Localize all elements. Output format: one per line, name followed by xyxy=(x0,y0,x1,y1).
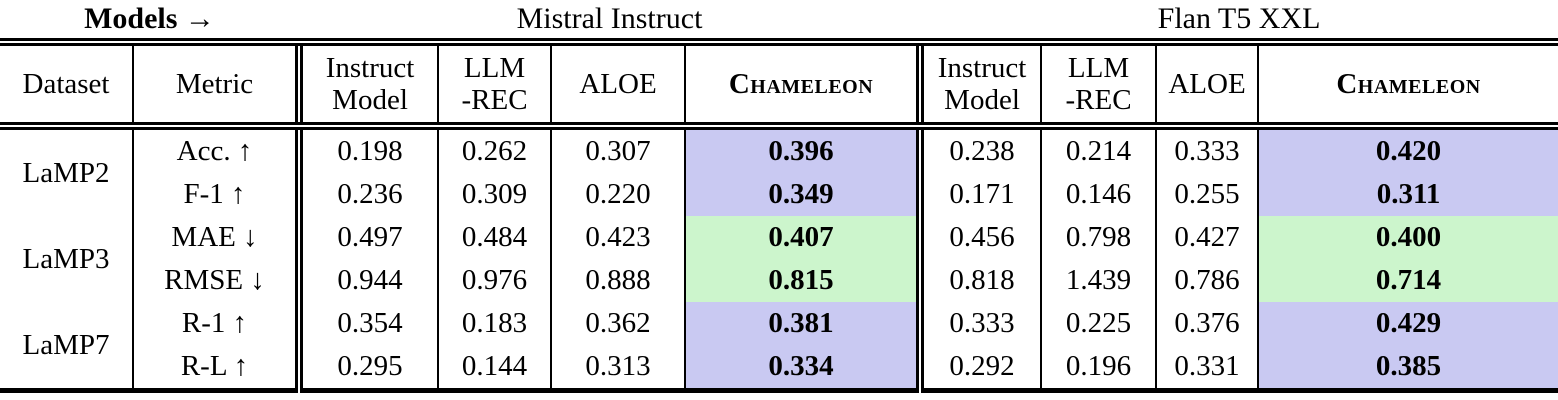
cell-value: 0.818 xyxy=(916,259,1042,302)
cell-value-chameleon: 0.400 xyxy=(1257,216,1558,259)
cell-value: 0.295 xyxy=(295,345,439,391)
cell-value: 0.456 xyxy=(916,216,1042,259)
cell-value: 0.484 xyxy=(437,216,552,259)
cell-value-chameleon: 0.381 xyxy=(684,302,921,345)
model-group-mistral: Mistral Instruct xyxy=(299,0,921,46)
col-header-mistral-instruct-model: Instruct Model xyxy=(295,42,439,130)
cell-value: 1.439 xyxy=(1040,259,1157,302)
dataset-label-lamp2: LaMP2 xyxy=(22,156,110,189)
col-header-flan-aloe: ALOE xyxy=(1155,42,1259,130)
cell-value: 0.362 xyxy=(550,302,686,345)
cell-value: 0.333 xyxy=(916,302,1042,345)
cell-value: 0.292 xyxy=(916,345,1042,391)
col-header-flan-instruct-model: Instruct Model xyxy=(916,42,1042,130)
cell-value-chameleon: 0.420 xyxy=(1257,126,1558,173)
cell-value: 0.888 xyxy=(550,259,686,302)
col-header-mistral-chameleon: Chameleon xyxy=(684,42,921,130)
cell-value: 0.238 xyxy=(916,126,1042,173)
cell-value: 0.786 xyxy=(1155,259,1259,302)
cell-value-chameleon: 0.385 xyxy=(1257,345,1558,391)
cell-value-chameleon: 0.349 xyxy=(684,173,921,216)
dataset-label-lamp7: LaMP7 xyxy=(22,328,110,361)
cell-value: 0.262 xyxy=(437,126,552,173)
col-header-flan-chameleon: Chameleon xyxy=(1257,42,1558,130)
models-arrow-label: Models → xyxy=(0,0,300,46)
cell-value: 0.146 xyxy=(1040,173,1157,216)
cell-value: 0.255 xyxy=(1155,173,1259,216)
table-row-lamp2-f1: F-1 ↑ 0.236 0.309 0.220 0.349 0.171 0.14… xyxy=(0,173,1558,216)
cell-value: 0.183 xyxy=(437,302,552,345)
metric-label: Acc. ↑ xyxy=(131,126,300,173)
cell-value-chameleon: 0.714 xyxy=(1257,259,1558,302)
table-row-lamp2-acc: LaMP2 Acc. ↑ 0.198 0.262 0.307 0.396 0.2… xyxy=(0,126,1558,189)
cell-value: 0.225 xyxy=(1040,302,1157,345)
cell-value: 0.313 xyxy=(550,345,686,391)
model-group-flan: Flan T5 XXL xyxy=(920,0,1558,46)
cell-value: 0.309 xyxy=(437,173,552,216)
cell-value: 0.427 xyxy=(1155,216,1259,259)
col-header-mistral-aloe: ALOE xyxy=(550,42,686,130)
models-row: Models → Mistral Instruct Flan T5 XXL xyxy=(0,0,1558,46)
cell-value: 0.423 xyxy=(550,216,686,259)
metric-label: RMSE ↓ xyxy=(131,259,300,302)
cell-value: 0.331 xyxy=(1155,345,1259,391)
cell-value-chameleon: 0.334 xyxy=(684,345,921,391)
cell-value: 0.497 xyxy=(295,216,439,259)
cell-value: 0.220 xyxy=(550,173,686,216)
cell-value: 0.307 xyxy=(550,126,686,173)
dataset-label-lamp3: LaMP3 xyxy=(22,242,110,275)
metric-label: F-1 ↑ xyxy=(131,173,300,216)
cell-value-chameleon: 0.407 xyxy=(684,216,921,259)
cell-value: 0.944 xyxy=(295,259,439,302)
cell-value: 0.236 xyxy=(295,173,439,216)
table-row-lamp7-rl: R-L ↑ 0.295 0.144 0.313 0.334 0.292 0.19… xyxy=(0,345,1558,391)
table-row-lamp3-mae: LaMP3 MAE ↓ 0.497 0.484 0.423 0.407 0.45… xyxy=(0,216,1558,275)
cell-value: 0.196 xyxy=(1040,345,1157,391)
column-header-row: Dataset Metric Instruct Model LLM -REC A… xyxy=(0,42,1558,130)
cell-value: 0.171 xyxy=(916,173,1042,216)
cell-value: 0.333 xyxy=(1155,126,1259,173)
table-row-lamp7-r1: LaMP7 R-1 ↑ 0.354 0.183 0.362 0.381 0.33… xyxy=(0,302,1558,361)
cell-value: 0.798 xyxy=(1040,216,1157,259)
cell-value: 0.354 xyxy=(295,302,439,345)
cell-value: 0.198 xyxy=(295,126,439,173)
cell-value: 0.214 xyxy=(1040,126,1157,173)
cell-value-chameleon: 0.815 xyxy=(684,259,921,302)
metric-label: R-L ↑ xyxy=(131,345,300,391)
cell-value: 0.376 xyxy=(1155,302,1259,345)
cell-value-chameleon: 0.311 xyxy=(1257,173,1558,216)
metric-label: MAE ↓ xyxy=(131,216,300,259)
col-header-metric: Metric xyxy=(131,42,300,130)
cell-value: 0.976 xyxy=(437,259,552,302)
col-header-mistral-llm-rec: LLM -REC xyxy=(437,42,552,130)
cell-value: 0.144 xyxy=(437,345,552,391)
table-row-lamp3-rmse: RMSE ↓ 0.944 0.976 0.888 0.815 0.818 1.4… xyxy=(0,259,1558,302)
cell-value-chameleon: 0.396 xyxy=(684,126,921,173)
col-header-dataset: Dataset xyxy=(0,42,133,130)
cell-value-chameleon: 0.429 xyxy=(1257,302,1558,345)
col-header-flan-llm-rec: LLM -REC xyxy=(1040,42,1157,130)
metric-label: R-1 ↑ xyxy=(131,302,300,345)
